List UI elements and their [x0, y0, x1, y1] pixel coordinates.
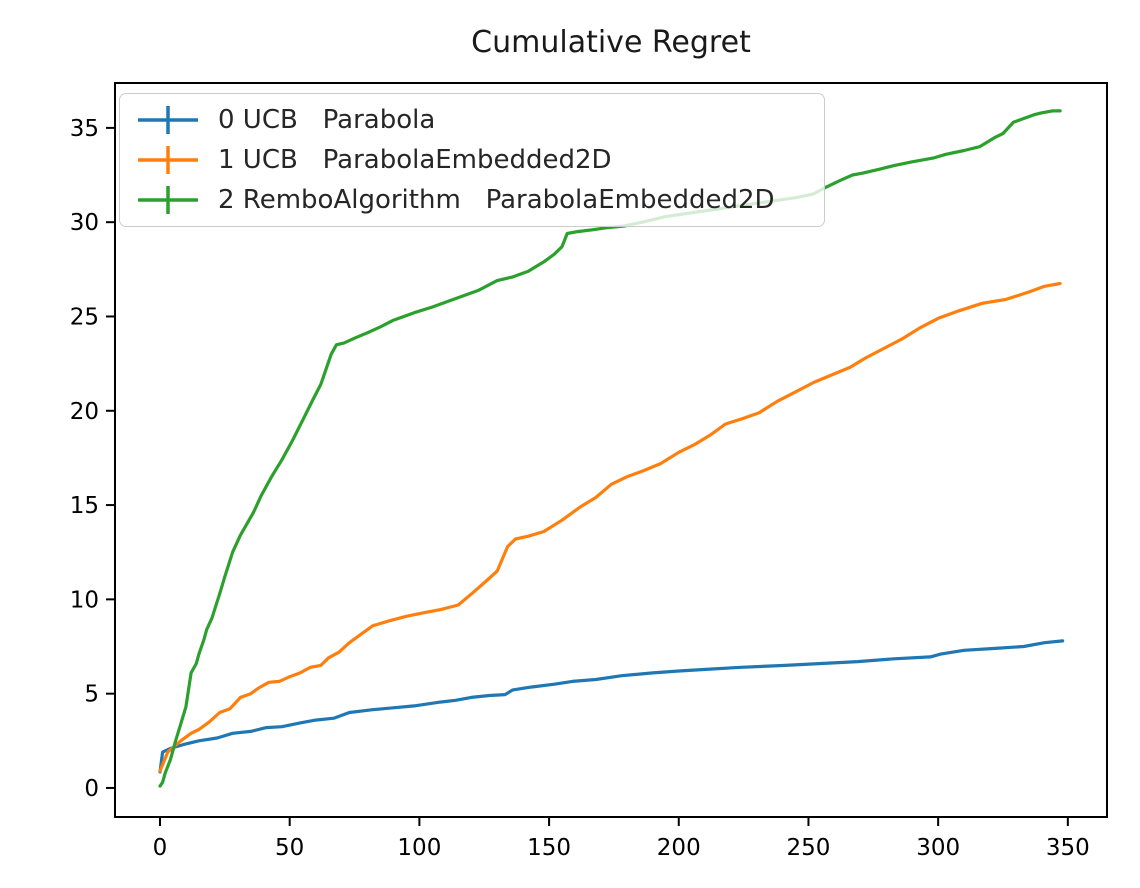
y-tick-label: 15: [70, 493, 99, 519]
errorbar-marker-icon: [138, 186, 198, 214]
y-tick-label: 0: [84, 776, 99, 802]
x-tick-label: 300: [916, 835, 960, 861]
y-tick-label: 35: [70, 116, 99, 142]
x-tick-label: 50: [275, 835, 304, 861]
legend-label-2: 2 RemboAlgorithm ParabolaEmbedded2D: [218, 184, 775, 215]
y-tick-label: 30: [70, 210, 99, 236]
y-tick-label: 25: [70, 304, 99, 330]
errorbar-marker-icon: [138, 106, 198, 134]
x-tick-label: 250: [787, 835, 831, 861]
series-line-2: [158, 109, 1062, 788]
x-tick-label: 150: [527, 835, 571, 861]
x-tick-label: 200: [657, 835, 701, 861]
x-tick-label: 100: [397, 835, 441, 861]
series-line-1: [158, 281, 1062, 773]
legend-row-0: 0 UCB Parabola: [136, 102, 814, 138]
legend: 0 UCB Parabola 1 UCB ParabolaEmbedded2D …: [119, 93, 825, 227]
legend-row-1: 1 UCB ParabolaEmbedded2D: [136, 142, 814, 178]
series-line-0: [158, 639, 1065, 774]
x-tick-label: 0: [153, 835, 168, 861]
legend-label-0: 0 UCB Parabola: [218, 104, 436, 135]
errorbar-marker-icon: [138, 146, 198, 174]
y-tick-label: 10: [70, 587, 99, 613]
legend-row-2: 2 RemboAlgorithm ParabolaEmbedded2D: [136, 182, 814, 218]
x-tick-label: 350: [1046, 835, 1090, 861]
legend-label-1: 1 UCB ParabolaEmbedded2D: [218, 144, 612, 175]
y-tick-label: 5: [84, 682, 99, 708]
axes-spines: [114, 82, 1108, 818]
y-tick-label: 20: [70, 399, 99, 425]
chart-title: Cumulative Regret: [471, 25, 751, 60]
